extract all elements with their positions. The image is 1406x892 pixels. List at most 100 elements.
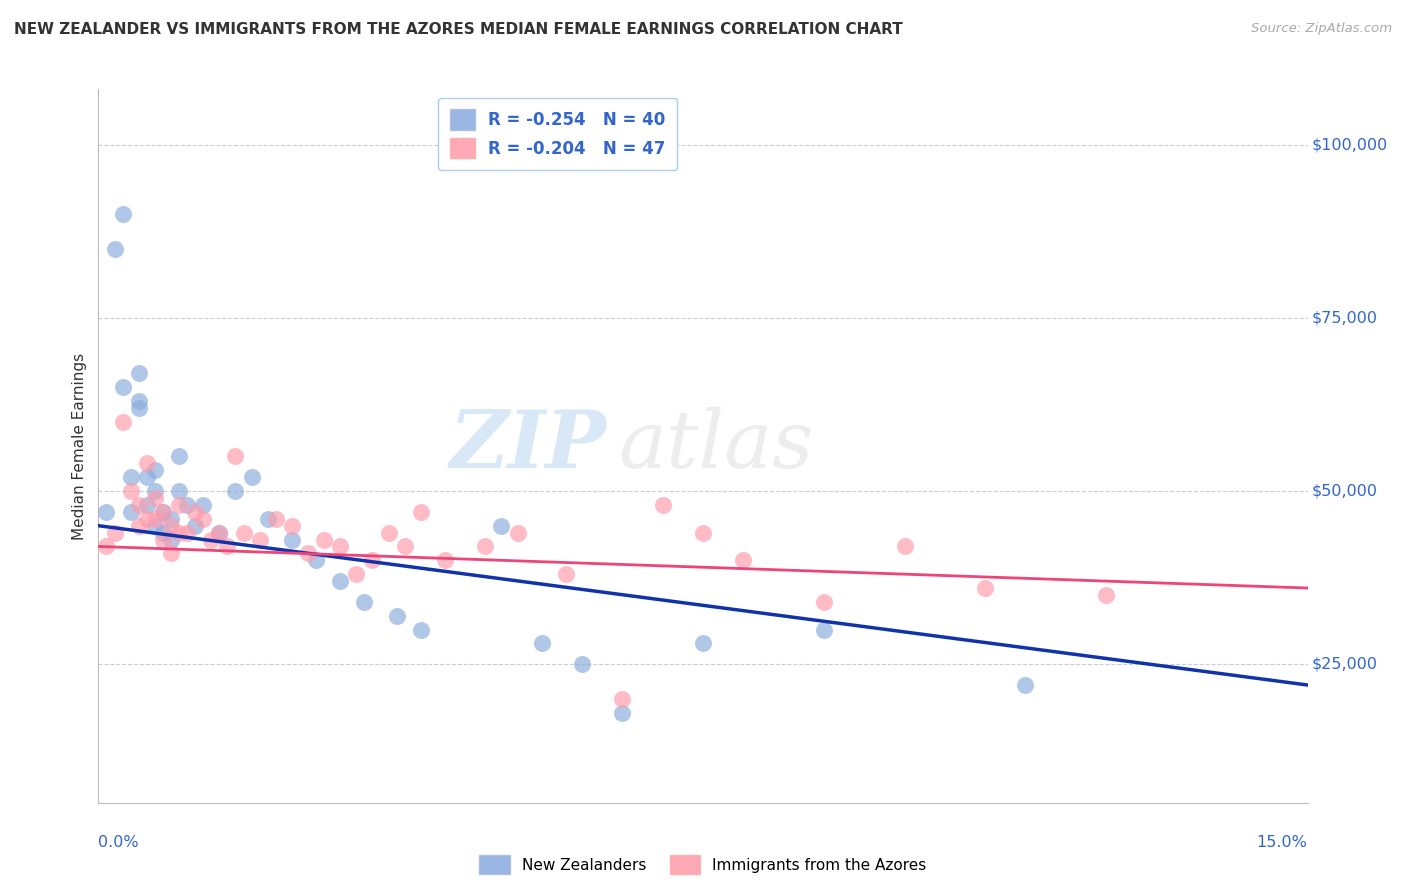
Point (893, 540, 915, 554)
Point (224, 450, 246, 464)
Point (167, 450, 190, 464)
Point (167, 525, 190, 540)
Point (111, 380, 134, 394)
Point (160, 512, 183, 526)
Point (409, 505, 432, 519)
Point (974, 581, 997, 595)
Point (160, 533, 183, 547)
Point (167, 498, 190, 512)
Point (281, 518, 304, 533)
Point (96, 505, 118, 519)
Text: atlas: atlas (619, 408, 814, 484)
Point (256, 512, 278, 526)
Text: $50,000: $50,000 (1312, 483, 1378, 499)
Point (353, 595, 375, 609)
Text: 15.0%: 15.0% (1257, 835, 1308, 850)
Point (111, 415, 134, 429)
Legend: New Zealanders, Immigrants from the Azores: New Zealanders, Immigrants from the Azor… (474, 849, 932, 880)
Point (176, 498, 198, 512)
Text: 0.0%: 0.0% (98, 835, 139, 850)
Point (612, 691, 634, 706)
Point (111, 207, 134, 221)
Text: ZIP: ZIP (450, 408, 606, 484)
Point (329, 540, 352, 554)
Point (167, 483, 190, 498)
Point (264, 512, 287, 526)
Point (305, 553, 328, 567)
Point (530, 636, 553, 650)
Point (385, 608, 408, 623)
Point (120, 505, 142, 519)
Text: $100,000: $100,000 (1312, 137, 1388, 153)
Point (240, 470, 263, 484)
Point (143, 491, 166, 505)
Point (152, 505, 174, 519)
Point (506, 525, 529, 540)
Point (103, 525, 125, 540)
Point (143, 518, 166, 533)
Point (135, 498, 157, 512)
Text: Source: ZipAtlas.com: Source: ZipAtlas.com (1251, 22, 1392, 36)
Point (208, 525, 231, 540)
Point (160, 546, 183, 560)
Legend: R = -0.254   N = 40, R = -0.204   N = 47: R = -0.254 N = 40, R = -0.204 N = 47 (439, 97, 678, 169)
Y-axis label: Median Female Earnings: Median Female Earnings (72, 352, 87, 540)
Point (377, 525, 399, 540)
Point (176, 525, 198, 540)
Point (491, 518, 513, 533)
Point (143, 512, 166, 526)
Point (297, 546, 319, 560)
Point (120, 470, 142, 484)
Text: $25,000: $25,000 (1312, 657, 1378, 672)
Point (128, 401, 150, 415)
Point (692, 636, 714, 650)
Point (103, 242, 125, 256)
Point (1095, 588, 1118, 602)
Point (281, 533, 304, 547)
Point (394, 540, 416, 554)
Point (135, 470, 157, 484)
Point (733, 553, 755, 567)
Point (120, 483, 142, 498)
Point (208, 525, 231, 540)
Point (128, 394, 150, 409)
Point (152, 505, 174, 519)
Point (434, 553, 457, 567)
Point (184, 518, 207, 533)
Point (224, 483, 246, 498)
Point (152, 525, 174, 540)
Point (361, 553, 384, 567)
Point (232, 525, 254, 540)
Point (692, 525, 714, 540)
Point (143, 463, 166, 477)
Point (143, 483, 166, 498)
Point (813, 595, 835, 609)
Point (193, 498, 215, 512)
Text: $75,000: $75,000 (1312, 310, 1378, 326)
Point (555, 567, 578, 582)
Point (474, 540, 496, 554)
Point (135, 456, 157, 470)
Point (184, 505, 207, 519)
Point (128, 366, 150, 380)
Point (128, 518, 150, 533)
Point (160, 518, 183, 533)
Point (96, 540, 118, 554)
Point (409, 623, 432, 637)
Point (314, 533, 336, 547)
Point (344, 567, 367, 582)
Point (249, 533, 271, 547)
Point (651, 498, 673, 512)
Text: NEW ZEALANDER VS IMMIGRANTS FROM THE AZORES MEDIAN FEMALE EARNINGS CORRELATION C: NEW ZEALANDER VS IMMIGRANTS FROM THE AZO… (14, 22, 903, 37)
Point (128, 498, 150, 512)
Point (200, 533, 222, 547)
Point (152, 533, 174, 547)
Point (193, 512, 215, 526)
Point (135, 512, 157, 526)
Point (813, 623, 835, 637)
Point (329, 574, 352, 588)
Point (612, 706, 634, 720)
Point (1014, 678, 1036, 692)
Point (217, 540, 239, 554)
Point (571, 657, 593, 672)
